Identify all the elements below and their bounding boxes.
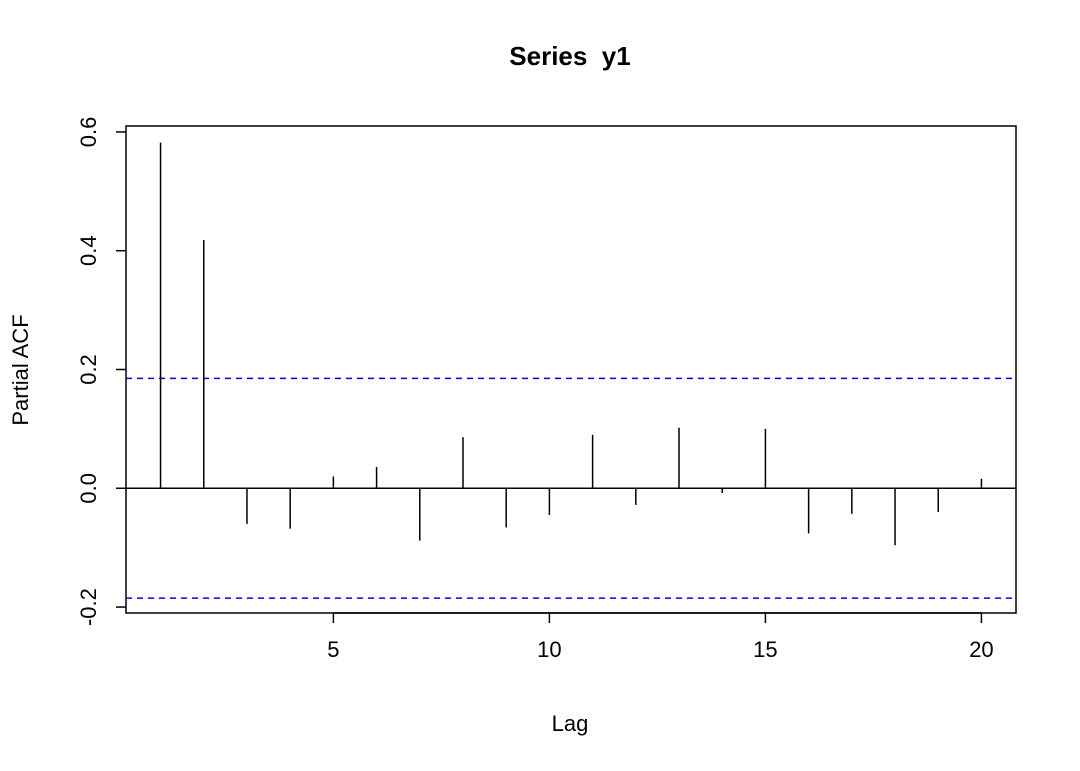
x-tick-label: 5 <box>327 637 339 662</box>
x-tick-label: 20 <box>969 637 993 662</box>
y-tick-label: 0.6 <box>76 117 101 148</box>
y-tick-label: 0.0 <box>76 473 101 504</box>
x-tick-label: 15 <box>753 637 777 662</box>
y-axis-label: Partial ACF <box>8 314 33 425</box>
y-tick-label: -0.2 <box>76 588 101 626</box>
x-axis-label: Lag <box>552 711 589 736</box>
y-tick-label: 0.4 <box>76 235 101 266</box>
plot-area: 5 10 15 20 -0.2 0.0 0.2 0.4 0.6 <box>76 117 1017 662</box>
chart-title: Series y1 <box>509 41 630 71</box>
plot-frame <box>125 125 1017 614</box>
x-tick-label: 10 <box>537 637 561 662</box>
y-tick-label: 0.2 <box>76 354 101 385</box>
